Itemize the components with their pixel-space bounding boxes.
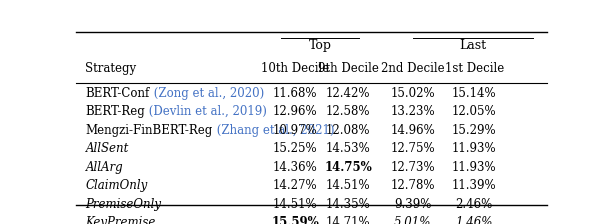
Text: 14.75%: 14.75%: [325, 161, 372, 174]
Text: 14.51%: 14.51%: [273, 198, 317, 211]
Text: 2.46%: 2.46%: [455, 198, 493, 211]
Text: 14.53%: 14.53%: [326, 142, 371, 155]
Text: 14.36%: 14.36%: [273, 161, 317, 174]
Text: 9th Decile: 9th Decile: [318, 62, 379, 75]
Text: 11.93%: 11.93%: [452, 161, 497, 174]
Text: 5.01%: 5.01%: [394, 216, 432, 224]
Text: 15.29%: 15.29%: [452, 124, 497, 137]
Text: 15.25%: 15.25%: [273, 142, 317, 155]
Text: 12.73%: 12.73%: [390, 161, 435, 174]
Text: (Zhang et al., 2021): (Zhang et al., 2021): [213, 124, 334, 137]
Text: 2nd Decile: 2nd Decile: [381, 62, 444, 75]
Text: Strategy: Strategy: [85, 62, 137, 75]
Text: (Devlin et al., 2019): (Devlin et al., 2019): [145, 105, 267, 118]
Text: 12.58%: 12.58%: [326, 105, 371, 118]
Text: 14.51%: 14.51%: [326, 179, 371, 192]
Text: 12.96%: 12.96%: [273, 105, 317, 118]
Text: 14.71%: 14.71%: [326, 216, 371, 224]
Text: 14.35%: 14.35%: [326, 198, 371, 211]
Text: 1st Decile: 1st Decile: [444, 62, 504, 75]
Text: 12.78%: 12.78%: [391, 179, 435, 192]
Text: Mengzi-FinBERT-Reg: Mengzi-FinBERT-Reg: [85, 124, 213, 137]
Text: ClaimOnly: ClaimOnly: [85, 179, 148, 192]
Text: 15.02%: 15.02%: [390, 87, 435, 100]
Text: 12.42%: 12.42%: [326, 87, 371, 100]
Text: 12.08%: 12.08%: [326, 124, 371, 137]
Text: 1.46%: 1.46%: [455, 216, 493, 224]
Text: BERT-Conf: BERT-Conf: [85, 87, 150, 100]
Text: 12.05%: 12.05%: [452, 105, 497, 118]
Text: 13.23%: 13.23%: [390, 105, 435, 118]
Text: 14.96%: 14.96%: [390, 124, 435, 137]
Text: 9.39%: 9.39%: [394, 198, 432, 211]
Text: AllArg: AllArg: [85, 161, 123, 174]
Text: BERT-Reg: BERT-Reg: [85, 105, 145, 118]
Text: 11.93%: 11.93%: [452, 142, 497, 155]
Text: 15.59%: 15.59%: [271, 216, 319, 224]
Text: (Zong et al., 2020): (Zong et al., 2020): [150, 87, 264, 100]
Text: 12.75%: 12.75%: [390, 142, 435, 155]
Text: 10.97%: 10.97%: [273, 124, 317, 137]
Text: 10th Decile: 10th Decile: [261, 62, 330, 75]
Text: 14.27%: 14.27%: [273, 179, 317, 192]
Text: AllSent: AllSent: [85, 142, 129, 155]
Text: 15.14%: 15.14%: [452, 87, 497, 100]
Text: Top: Top: [309, 39, 331, 52]
Text: KeyPremise: KeyPremise: [85, 216, 156, 224]
Text: 11.68%: 11.68%: [273, 87, 317, 100]
Text: PremiseOnly: PremiseOnly: [85, 198, 162, 211]
Text: 11.39%: 11.39%: [452, 179, 497, 192]
Text: Last: Last: [460, 39, 487, 52]
